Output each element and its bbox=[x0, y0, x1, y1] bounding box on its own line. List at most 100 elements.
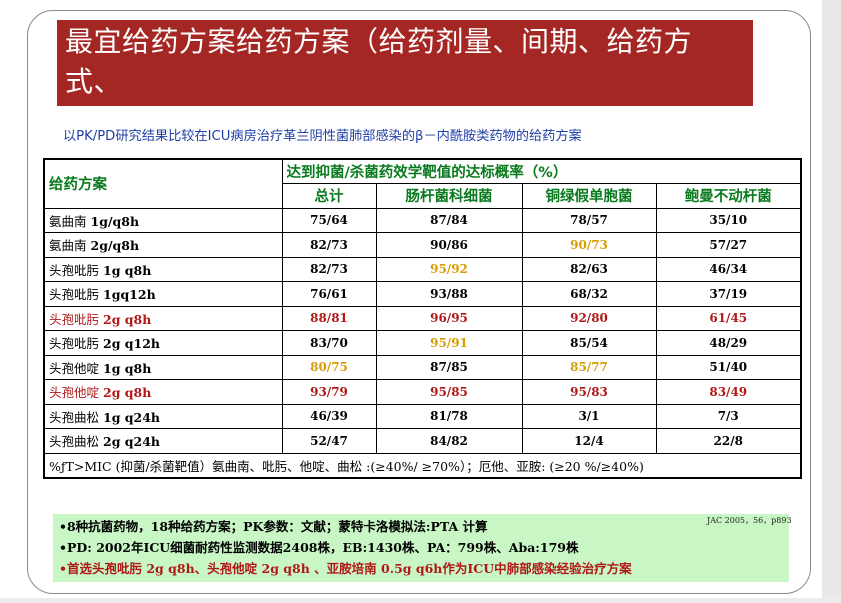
dose-schedule: 1g/q8h bbox=[90, 213, 140, 229]
dose-schedule: 2g q12h bbox=[103, 336, 161, 352]
regimen-cell: 头孢吡肟 1gq12h bbox=[43, 281, 283, 307]
probability-cell: 12/4 bbox=[521, 428, 657, 454]
title-line-2: 疗程） bbox=[65, 105, 151, 138]
probability-cell: 68/32 bbox=[521, 281, 657, 307]
column-header-pseudomonas: 铜绿假单胞菌 bbox=[521, 183, 657, 209]
column-header-total: 总计 bbox=[281, 183, 377, 209]
drug-name: 头孢他啶 bbox=[49, 385, 100, 401]
dose-schedule: 1g q24h bbox=[103, 409, 161, 425]
probability-cell: 46/34 bbox=[655, 256, 802, 282]
probability-cell: 90/73 bbox=[521, 232, 657, 258]
slide-title: 最宜给药方案给药方案（给药剂量、间期、给药方式、 疗程） bbox=[57, 20, 753, 138]
probability-cell: 7/3 bbox=[655, 403, 802, 429]
regimen-cell: 头孢曲松 1g q24h bbox=[43, 403, 283, 429]
table-row: 头孢他啶 1g q8h 80/75 87/85 85/77 51/40 bbox=[43, 354, 802, 380]
drug-name: 头孢吡肟 bbox=[49, 336, 100, 352]
dose-schedule: 2g/q8h bbox=[90, 238, 140, 254]
probability-cell: 61/45 bbox=[655, 305, 802, 331]
probability-cell: 84/82 bbox=[375, 428, 523, 454]
dose-schedule: 1g q8h bbox=[103, 360, 152, 376]
probability-cell: 3/1 bbox=[521, 403, 657, 429]
dose-schedule: 2g q24h bbox=[103, 434, 161, 450]
probability-cell: 85/54 bbox=[521, 330, 657, 356]
note-line-recommendation: •首选头孢吡肟 2g q8h、头孢他啶 2g q8h 、亚胺培南 0.5g q6… bbox=[59, 561, 632, 576]
probability-cell: 37/19 bbox=[655, 281, 802, 307]
table-row: 头孢吡肟 2g q8h 88/81 96/95 92/80 61/45 bbox=[43, 305, 802, 331]
probability-cell: 75/64 bbox=[281, 207, 377, 233]
table-row: 头孢吡肟 1g q8h 82/73 95/92 82/63 46/34 bbox=[43, 256, 802, 282]
probability-cell: 95/85 bbox=[375, 379, 523, 405]
probability-cell: 82/73 bbox=[281, 256, 377, 282]
probability-cell: 46/39 bbox=[281, 403, 377, 429]
regimen-cell: 头孢曲松 2g q24h bbox=[43, 428, 283, 454]
title-line-1: 最宜给药方案给药方案（给药剂量、间期、给药方式、 bbox=[65, 25, 693, 98]
column-header-enterobacteriaceae: 肠杆菌科细菌 bbox=[375, 183, 523, 209]
dosing-table: 给药方案 达到抑菌/杀菌药效学靶值的达标概率（%） 总计 肠杆菌科细菌 铜绿假单… bbox=[43, 158, 803, 479]
drug-name: 头孢吡肟 bbox=[49, 311, 100, 327]
probability-cell: 52/47 bbox=[281, 428, 377, 454]
regimen-cell: 氨曲南 1g/q8h bbox=[43, 207, 283, 233]
probability-cell: 83/49 bbox=[655, 379, 802, 405]
drug-name: 头孢吡肟 bbox=[49, 287, 100, 303]
probability-cell: 22/8 bbox=[655, 428, 802, 454]
group-header: 达到抑菌/杀菌药效学靶值的达标概率（%） bbox=[281, 158, 802, 184]
dose-schedule: 2g q8h bbox=[103, 311, 152, 327]
probability-cell: 82/73 bbox=[281, 232, 377, 258]
table-row: 头孢曲松 2g q24h 52/47 84/82 12/4 22/8 bbox=[43, 428, 802, 454]
probability-cell: 81/78 bbox=[375, 403, 523, 429]
probability-cell: 78/57 bbox=[521, 207, 657, 233]
probability-cell: 85/77 bbox=[521, 354, 657, 380]
table-row: 头孢吡肟 1gq12h 76/61 93/88 68/32 37/19 bbox=[43, 281, 802, 307]
table-footnote: %ƒT>MIC (抑菌/杀菌靶值）氨曲南、吡肟、他啶、曲松 :(≥40%/ ≥7… bbox=[43, 452, 802, 478]
note-line: •PD: 2002年ICU细菌耐药性监测数据2408株，EB:1430株、PA：… bbox=[59, 540, 579, 555]
probability-cell: 82/63 bbox=[521, 256, 657, 282]
probability-cell: 87/84 bbox=[375, 207, 523, 233]
probability-cell: 87/85 bbox=[375, 354, 523, 380]
probability-cell: 57/27 bbox=[655, 232, 802, 258]
table-row: 头孢曲松 1g q24h 46/39 81/78 3/1 7/3 bbox=[43, 403, 802, 429]
probability-cell: 96/95 bbox=[375, 305, 523, 331]
probability-cell: 93/88 bbox=[375, 281, 523, 307]
dose-schedule: 2g q8h bbox=[103, 385, 152, 401]
probability-cell: 35/10 bbox=[655, 207, 802, 233]
probability-cell: 95/92 bbox=[375, 256, 523, 282]
window-edge bbox=[822, 0, 841, 603]
window-edge bbox=[0, 598, 841, 603]
citation: JAC 2005，56，p893 bbox=[707, 516, 792, 525]
probability-cell: 90/86 bbox=[375, 232, 523, 258]
probability-cell: 95/91 bbox=[375, 330, 523, 356]
drug-name: 头孢吡肟 bbox=[49, 262, 100, 278]
note-line: •8种抗菌药物，18种给药方案；PK参数：文献；蒙特卡洛模拟法:PTA 计算 bbox=[59, 519, 488, 534]
regimen-cell: 头孢吡肟 1g q8h bbox=[43, 256, 283, 282]
probability-cell: 80/75 bbox=[281, 354, 377, 380]
drug-name: 头孢曲松 bbox=[49, 434, 100, 450]
regimen-cell: 氨曲南 2g/q8h bbox=[43, 232, 283, 258]
probability-cell: 51/40 bbox=[655, 354, 802, 380]
table-row: 氨曲南 1g/q8h 75/64 87/84 78/57 35/10 bbox=[43, 207, 802, 233]
regimen-cell: 头孢他啶 2g q8h bbox=[43, 379, 283, 405]
dose-schedule: 1g q8h bbox=[103, 262, 152, 278]
slide-subtitle: 以PK/PD研究结果比较在ICU病房治疗革兰阴性菌肺部感染的β－内酰胺类药物的给… bbox=[63, 129, 582, 144]
probability-cell: 92/80 bbox=[521, 305, 657, 331]
regimen-cell: 头孢他啶 1g q8h bbox=[43, 354, 283, 380]
table-row: 头孢他啶 2g q8h 93/79 95/85 95/83 83/49 bbox=[43, 379, 802, 405]
probability-cell: 88/81 bbox=[281, 305, 377, 331]
probability-cell: 48/29 bbox=[655, 330, 802, 356]
drug-name: 氨曲南 bbox=[49, 213, 87, 229]
probability-cell: 76/61 bbox=[281, 281, 377, 307]
drug-name: 头孢他啶 bbox=[49, 360, 100, 376]
table-row: 头孢吡肟 2g q12h 83/70 95/91 85/54 48/29 bbox=[43, 330, 802, 356]
column-header-acinetobacter: 鲍曼不动杆菌 bbox=[655, 183, 802, 209]
probability-cell: 95/83 bbox=[521, 379, 657, 405]
table-body: 氨曲南 1g/q8h 75/64 87/84 78/57 35/10 氨曲南 2g/q8h… bbox=[43, 207, 802, 454]
drug-name: 头孢曲松 bbox=[49, 409, 100, 425]
plan-header: 给药方案 bbox=[43, 158, 283, 209]
probability-cell: 93/79 bbox=[281, 379, 377, 405]
regimen-cell: 头孢吡肟 2g q8h bbox=[43, 305, 283, 331]
table-row: 氨曲南 2g/q8h 82/73 90/86 90/73 57/27 bbox=[43, 232, 802, 258]
regimen-cell: 头孢吡肟 2g q12h bbox=[43, 330, 283, 356]
dose-schedule: 1gq12h bbox=[103, 287, 156, 303]
drug-name: 氨曲南 bbox=[49, 238, 87, 254]
probability-cell: 83/70 bbox=[281, 330, 377, 356]
notes-box: •8种抗菌药物，18种给药方案；PK参数：文献；蒙特卡洛模拟法:PTA 计算 •… bbox=[53, 514, 789, 582]
